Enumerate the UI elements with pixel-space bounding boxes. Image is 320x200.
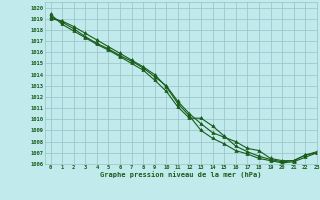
X-axis label: Graphe pression niveau de la mer (hPa): Graphe pression niveau de la mer (hPa) [100,172,261,178]
